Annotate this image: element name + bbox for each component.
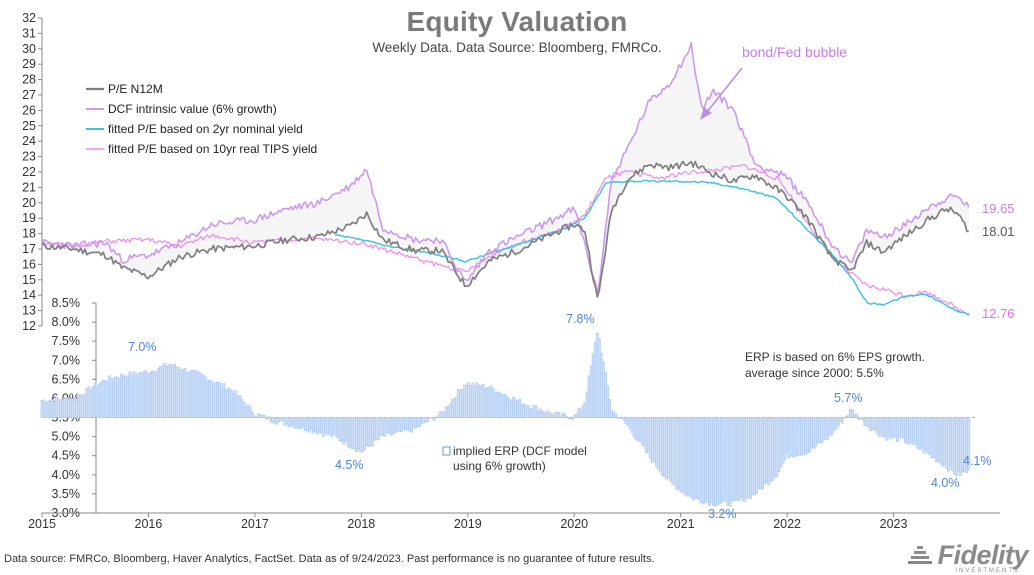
top-y-tick-label: 20 — [22, 196, 36, 210]
erp-y-tick-label: 4.0% — [52, 468, 81, 482]
top-y-tick-label: 18 — [22, 227, 36, 241]
top-y-tick-label: 29 — [22, 57, 36, 71]
erp-bar — [614, 413, 618, 418]
fidelity-wordmark: Fidelity — [937, 539, 1028, 570]
annotation-arrow-head — [700, 107, 712, 120]
series-line-pe — [41, 160, 969, 298]
erp-y-tick-label: 6.5% — [52, 372, 81, 386]
x-tick-label: 2015 — [28, 517, 56, 531]
top-y-tick-label: 19 — [22, 211, 36, 225]
top-y-tick-label: 13 — [22, 304, 36, 318]
erp-bar — [855, 413, 858, 418]
erp-label-2016-peak: 7.0% — [128, 340, 157, 354]
top-y-tick-label: 22 — [22, 165, 36, 179]
x-tick-label: 2018 — [347, 517, 375, 531]
annotation-bond-fed-bubble: bond/Fed bubble — [742, 44, 847, 60]
top-y-tick-label: 24 — [22, 134, 36, 148]
erp-bar — [608, 399, 611, 418]
end-label-dcf: 19.65 — [982, 201, 1015, 216]
x-tick-label: 2019 — [454, 517, 482, 531]
erp-bar — [840, 417, 844, 424]
end-label-fitted: 12.76 — [982, 306, 1015, 321]
erp-bar — [432, 417, 436, 421]
end-label-pe: 18.01 — [982, 224, 1015, 239]
top-y-tick-label: 25 — [22, 119, 36, 133]
fidelity-logo: Fidelity INVESTMENTS — [905, 539, 1028, 574]
valuation-gap-band — [42, 42, 969, 297]
x-tick-label: 2023 — [880, 517, 908, 531]
erp-label-2020-peak: 7.8% — [566, 312, 595, 326]
erp-note-1: ERP is based on 6% EPS growth. — [745, 350, 925, 364]
top-y-tick-label: 30 — [22, 42, 36, 56]
erp-y-tick-label: 7.0% — [52, 353, 81, 367]
erp-label-2021-low: 3.2% — [708, 507, 737, 521]
top-y-tick-label: 31 — [22, 26, 36, 40]
erp-label-2018-low: 4.5% — [335, 458, 364, 472]
top-y-tick-label: 17 — [22, 242, 36, 256]
top-y-tick-label: 27 — [22, 88, 36, 102]
erp-note-2: average since 2000: 5.5% — [745, 366, 884, 380]
erp-label-2023-low: 4.0% — [931, 476, 960, 490]
top-y-tick-label: 28 — [22, 73, 36, 87]
erp-label-2022-peak: 5.7% — [834, 391, 863, 405]
legend-label-pe: P/E N12M — [108, 82, 163, 96]
erp-y-tick-label: 7.5% — [52, 334, 81, 348]
legend-label-erp-1: implied ERP (DCF model — [453, 444, 587, 458]
erp-bar — [265, 417, 268, 420]
top-y-tick-label: 14 — [22, 288, 36, 302]
top-y-tick-label: 21 — [22, 180, 36, 194]
legend-label-tips: fitted P/E based on 10yr real TIPS yield — [108, 142, 317, 156]
erp-bar — [267, 416, 270, 418]
equity-valuation-chart: 1213141516171819202122232425262728293031… — [22, 11, 1015, 531]
top-y-tick-label: 16 — [22, 257, 36, 271]
erp-bar — [836, 417, 840, 427]
top-y-tick-label: 15 — [22, 273, 36, 287]
x-tick-label: 2022 — [773, 517, 801, 531]
erp-bar — [557, 411, 560, 418]
erp-y-tick-label: 8.5% — [52, 296, 81, 310]
fidelity-sub: INVESTMENTS — [955, 568, 1020, 574]
erp-bar — [250, 411, 254, 418]
x-tick-label: 2020 — [560, 517, 588, 531]
erp-bar — [571, 417, 575, 420]
legend-swatch-erp — [442, 446, 451, 456]
legend-label-erp-2: using 6% growth) — [453, 459, 546, 473]
legend-label-dcf: DCF intrinsic value (6% growth) — [108, 102, 277, 116]
erp-y-tick-label: 5.0% — [52, 430, 81, 444]
erp-bar — [967, 417, 971, 470]
erp-bar — [565, 416, 569, 418]
erp-bar — [851, 409, 854, 418]
erp-bar — [426, 417, 430, 423]
erp-y-tick-label: 3.5% — [52, 487, 81, 501]
legend-label-nominal: fitted P/E based on 2yr nominal yield — [108, 122, 303, 136]
erp-bar — [563, 413, 566, 418]
top-y-tick-label: 26 — [22, 103, 36, 117]
series-line-nominal — [334, 179, 970, 315]
top-y-tick-label: 32 — [22, 11, 36, 25]
erp-y-tick-label: 4.5% — [52, 449, 81, 463]
erp-bar — [842, 417, 846, 419]
erp-bar — [263, 414, 266, 418]
series-line-dcf — [41, 41, 970, 294]
footer-note: Data source: FMRCo, Bloomberg, Haver Ana… — [4, 553, 655, 565]
chart-subtitle: Weekly Data. Data Source: Bloomberg, FMR… — [372, 40, 662, 55]
top-y-tick-label: 23 — [22, 150, 36, 164]
x-tick-label: 2017 — [241, 517, 269, 531]
x-tick-label: 2016 — [135, 517, 163, 531]
fidelity-pyramid-icon — [908, 546, 933, 564]
x-tick-label: 2021 — [667, 517, 695, 531]
chart-title: Equity Valuation — [406, 6, 628, 37]
erp-label-latest: 4.1% — [963, 454, 992, 468]
annotation-arrow-line — [706, 67, 743, 113]
erp-y-tick-label: 8.0% — [52, 315, 81, 329]
top-y-tick-label: 12 — [22, 319, 36, 333]
